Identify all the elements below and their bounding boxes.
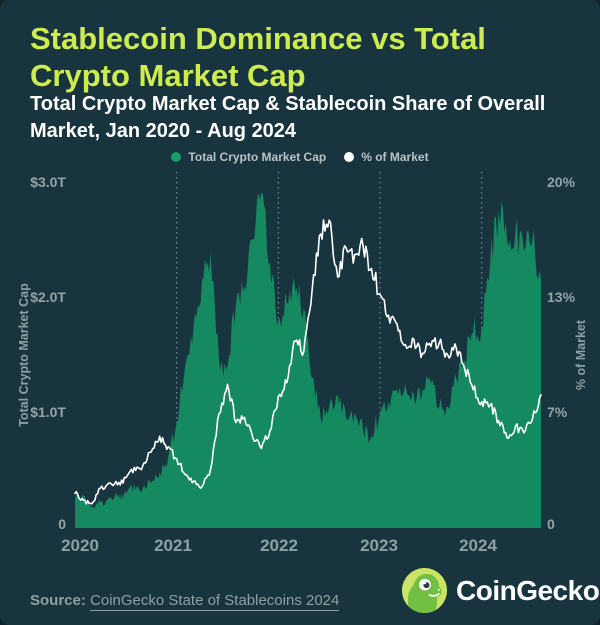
- x-axis-tick-2023: 2023: [360, 536, 398, 555]
- legend-item-pct-of-market: % of Market: [344, 150, 429, 164]
- title-line-1: Stablecoin Dominance vs Total: [30, 21, 486, 56]
- source-link[interactable]: CoinGecko State of Stablecoins 2024: [90, 592, 340, 611]
- x-axis-tick-2021: 2021: [154, 536, 192, 555]
- x-axis-tick-2020: 2020: [61, 536, 99, 555]
- subtitle-line-2: Market, Jan 2020 - Aug 2024: [30, 120, 297, 142]
- coingecko-logo-icon: [401, 567, 448, 614]
- right-axis-tick-20: 20%: [547, 174, 576, 190]
- left-axis-tick-2t: $2.0T: [30, 289, 66, 305]
- page-title: Stablecoin Dominance vs Total Crypto Mar…: [30, 20, 575, 94]
- right-axis-title: % of Market: [574, 319, 588, 391]
- right-axis-tick-13: 13%: [547, 289, 576, 305]
- right-axis-tick-7: 7%: [547, 404, 568, 420]
- legend-label-market-cap: Total Crypto Market Cap: [188, 150, 327, 164]
- legend-label-pct-of-market: % of Market: [361, 150, 429, 164]
- x-axis-tick-2024: 2024: [459, 536, 497, 555]
- left-axis-tick-1t: $1.0T: [30, 404, 66, 420]
- white-dot-icon: [344, 152, 355, 162]
- title-line-2: Crypto Market Cap: [30, 58, 306, 93]
- left-axis-tick-0: 0: [58, 516, 66, 532]
- right-axis-tick-0: 0: [547, 516, 555, 532]
- source-prefix: Source:: [30, 592, 86, 609]
- brand-name: CoinGecko: [456, 575, 600, 606]
- left-axis-title: Total Crypto Market Cap: [17, 283, 31, 427]
- market-cap-area-series: [75, 193, 541, 528]
- source-line: Source: CoinGecko State of Stablecoins 2…: [30, 592, 340, 611]
- green-dot-icon: [171, 152, 182, 162]
- x-axis-tick-2022: 2022: [260, 536, 298, 555]
- chart-legend: Total Crypto Market Cap % of Market: [0, 150, 600, 164]
- left-axis-tick-3t: $3.0T: [30, 174, 66, 190]
- chart-subtitle: Total Crypto Market Cap & Stablecoin Sha…: [30, 91, 585, 145]
- subtitle-line-1: Total Crypto Market Cap & Stablecoin Sha…: [30, 93, 546, 115]
- legend-item-market-cap: Total Crypto Market Cap: [171, 150, 326, 164]
- stablecoin-share-line-series: [74, 219, 542, 505]
